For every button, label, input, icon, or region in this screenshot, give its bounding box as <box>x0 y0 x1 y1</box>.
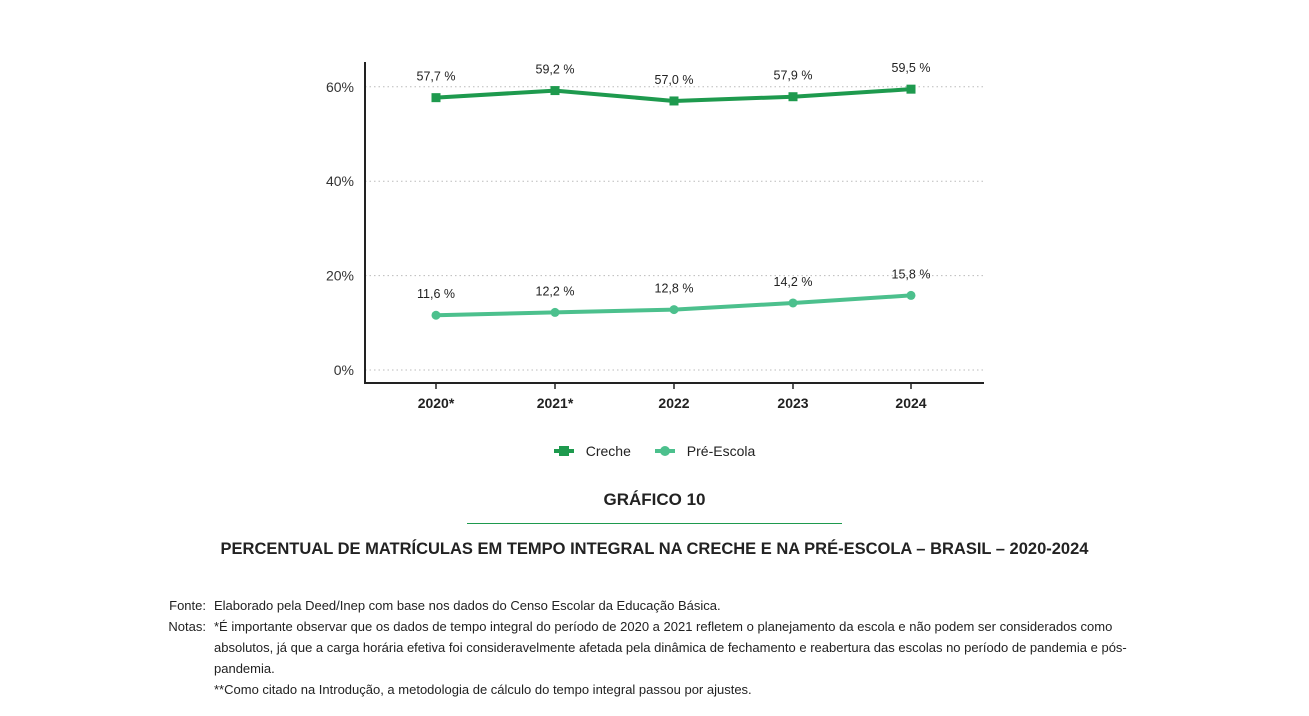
x-tick-label: 2021* <box>537 395 574 411</box>
figure-title: PERCENTUAL DE MATRÍCULAS EM TEMPO INTEGR… <box>220 540 1089 558</box>
data-label: 15,8 % <box>892 267 931 281</box>
data-point <box>431 93 441 103</box>
notes-row: Notas: *É importante observar que os dad… <box>150 616 1170 700</box>
data-point <box>550 86 560 96</box>
legend-item-creche: Creche <box>553 443 631 459</box>
figure-number: GRÁFICO 10 <box>603 490 706 509</box>
x-tick-label: 2024 <box>895 395 926 411</box>
x-tick-label: 2023 <box>777 395 808 411</box>
line-chart: 0% 20% 40% 60% 2020* 2021* 2022 2023 2024 57,7 … <box>326 61 984 411</box>
legend-item-pre-escola: Pré-Escola <box>654 443 756 459</box>
legend-swatch-pre-escola <box>654 446 675 456</box>
data-point <box>669 305 679 315</box>
y-tick-label: 20% <box>326 268 354 284</box>
gridlines <box>365 86 984 371</box>
x-tick-label: 2020* <box>418 395 455 411</box>
legend-label-creche: Creche <box>585 443 631 459</box>
data-label: 12,2 % <box>536 284 575 298</box>
data-point <box>906 84 916 94</box>
y-axis-ticks: 0% 20% 40% 60% <box>326 79 354 378</box>
data-point <box>788 92 798 102</box>
data-point <box>669 96 679 106</box>
y-tick-label: 40% <box>326 173 354 189</box>
data-label: 14,2 % <box>774 275 813 289</box>
data-label: 57,7 % <box>417 70 456 84</box>
source-row: Fonte: Elaborado pela Deed/Inep com base… <box>150 595 1170 616</box>
x-tick-label: 2022 <box>658 395 689 411</box>
legend: Creche Pré-Escola <box>0 440 1309 459</box>
data-point <box>906 290 916 300</box>
data-point <box>431 310 441 320</box>
source-text: Elaborado pela Deed/Inep com base nos da… <box>214 598 721 613</box>
data-labels: 57,7 % 59,2 % 57,0 % 57,9 % 59,5 % 11,6 % 12,2… <box>417 61 931 301</box>
data-label: 11,6 % <box>417 287 455 301</box>
data-label: 59,2 % <box>536 63 575 77</box>
data-label: 57,9 % <box>774 69 813 83</box>
legend-swatch-creche <box>553 446 574 456</box>
title-divider <box>467 523 842 524</box>
data-label: 59,5 % <box>892 61 931 75</box>
source-label: Fonte: <box>169 598 206 613</box>
axes <box>364 62 984 384</box>
notes-block: Fonte: Elaborado pela Deed/Inep com base… <box>150 595 1170 700</box>
data-point <box>550 307 560 317</box>
notes-label: Notas: <box>168 619 206 634</box>
data-point <box>788 298 798 308</box>
x-axis-ticks: 2020* 2021* 2022 2023 2024 <box>418 383 927 411</box>
series <box>431 84 916 320</box>
note-2: **Como citado na Introdução, a metodolog… <box>214 682 752 697</box>
y-tick-label: 60% <box>326 79 354 95</box>
legend-label-pre-escola: Pré-Escola <box>686 443 756 459</box>
data-label: 12,8 % <box>655 282 694 296</box>
data-label: 57,0 % <box>655 73 694 87</box>
note-1: *É importante observar que os dados de t… <box>214 619 1127 676</box>
y-tick-label: 0% <box>334 362 354 378</box>
